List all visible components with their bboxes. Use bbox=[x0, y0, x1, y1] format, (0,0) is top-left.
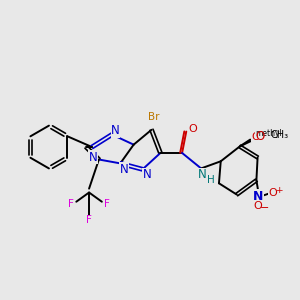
Text: N: N bbox=[111, 124, 120, 137]
Text: O: O bbox=[268, 188, 277, 197]
Text: −: − bbox=[260, 203, 269, 213]
Text: N: N bbox=[88, 151, 97, 164]
Text: methyl: methyl bbox=[255, 129, 282, 138]
Text: F: F bbox=[86, 215, 92, 225]
Text: N: N bbox=[143, 168, 152, 181]
Text: N: N bbox=[119, 163, 128, 176]
Text: O: O bbox=[188, 124, 197, 134]
Text: F: F bbox=[104, 199, 110, 209]
Text: F: F bbox=[68, 199, 74, 209]
Text: O: O bbox=[255, 130, 265, 143]
Text: H: H bbox=[207, 175, 214, 185]
Text: N: N bbox=[253, 190, 263, 202]
Text: O: O bbox=[252, 132, 260, 142]
Text: N: N bbox=[198, 169, 207, 182]
Text: O: O bbox=[254, 201, 262, 211]
Text: CH₃: CH₃ bbox=[271, 130, 289, 140]
Text: Br: Br bbox=[148, 112, 160, 122]
Text: +: + bbox=[275, 186, 283, 195]
